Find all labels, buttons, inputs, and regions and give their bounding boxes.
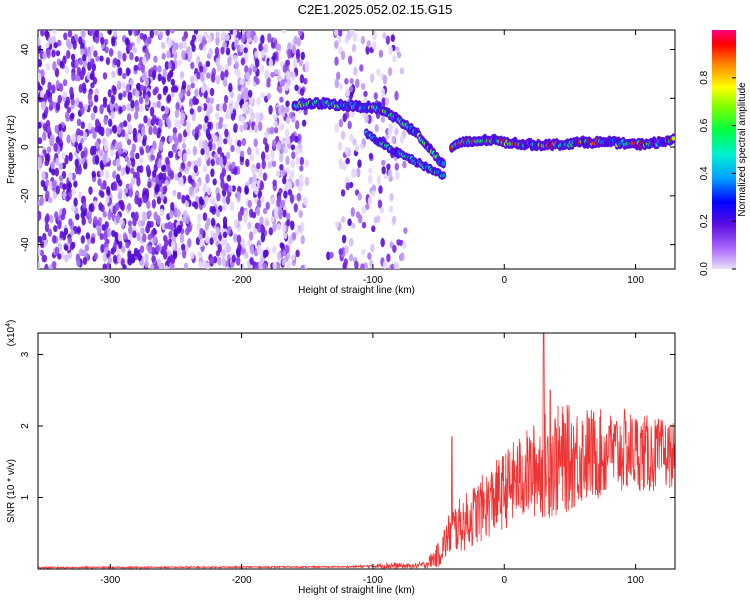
snr-ylabel: SNR (10 * v/v)	[6, 459, 17, 523]
snr-frame	[37, 332, 676, 570]
colorbar-tick-label: 0.8	[699, 70, 710, 84]
snr-xtick-label: -300	[100, 575, 120, 586]
spectrogram-ytick-label: 0	[20, 144, 31, 150]
spectrogram-xlabel: Height of straight line (km)	[298, 285, 415, 296]
snr-ytick-label: 1	[20, 494, 31, 500]
spectrogram-ytick-label: -20	[20, 188, 31, 203]
colorbar-tick-label: 0.0	[699, 262, 710, 276]
snr-multiplier-base: (x10	[6, 326, 17, 346]
chart-title: C2E1.2025.052.02.15.G15	[297, 2, 453, 17]
snr-xlabel: Height of straight line (km)	[298, 585, 415, 596]
colorbar-tick-label: 0.2	[699, 214, 710, 228]
snr-multiplier-exp: 4	[5, 323, 12, 327]
spectrogram-xtick-label: -100	[363, 275, 383, 286]
spectrogram-ylabel: Frequency (Hz)	[6, 115, 17, 184]
colorbar-gradient	[712, 30, 736, 269]
colorbar: 0.0 0.2 0.4 0.6 0.8 Normalized spectral ampl…	[699, 30, 748, 276]
snr-series-line	[37, 332, 676, 570]
snr-multiplier: (x104)	[5, 320, 17, 347]
snr-xtick-label: 100	[627, 575, 644, 586]
snr-xtick-label: -100	[363, 575, 383, 586]
spectrogram-ytick-label: 20	[20, 92, 31, 104]
colorbar-tick-label: 0.4	[699, 166, 710, 180]
snr-xtick-label: 0	[501, 575, 507, 586]
snr-xtick-label: -200	[232, 575, 252, 586]
snr-ytick-label: 2	[20, 423, 31, 429]
colorbar-tick-label: 0.6	[699, 118, 710, 132]
spectrogram-image	[38, 30, 675, 269]
snr-axes: -300 -200 -100 0 100 1 2 3	[20, 333, 675, 586]
snr-ytick-label: 3	[20, 351, 31, 357]
spectrogram-ytick-label: 40	[20, 44, 31, 56]
colorbar-ticks: 0.0 0.2 0.4 0.6 0.8	[699, 70, 736, 276]
spectrogram-xtick-label: 100	[627, 275, 644, 286]
colorbar-label: Normalized spectral amplitude	[737, 82, 748, 217]
spectrogram-xtick-label: -300	[100, 275, 120, 286]
spectrogram-ytick-label: -40	[20, 237, 31, 252]
spectrogram-xtick-label: 0	[501, 275, 507, 286]
snr-panel: -300 -200 -100 0 100 1 2 3 Height of straight l…	[5, 320, 676, 596]
spectrogram-xtick-label: -200	[232, 275, 252, 286]
